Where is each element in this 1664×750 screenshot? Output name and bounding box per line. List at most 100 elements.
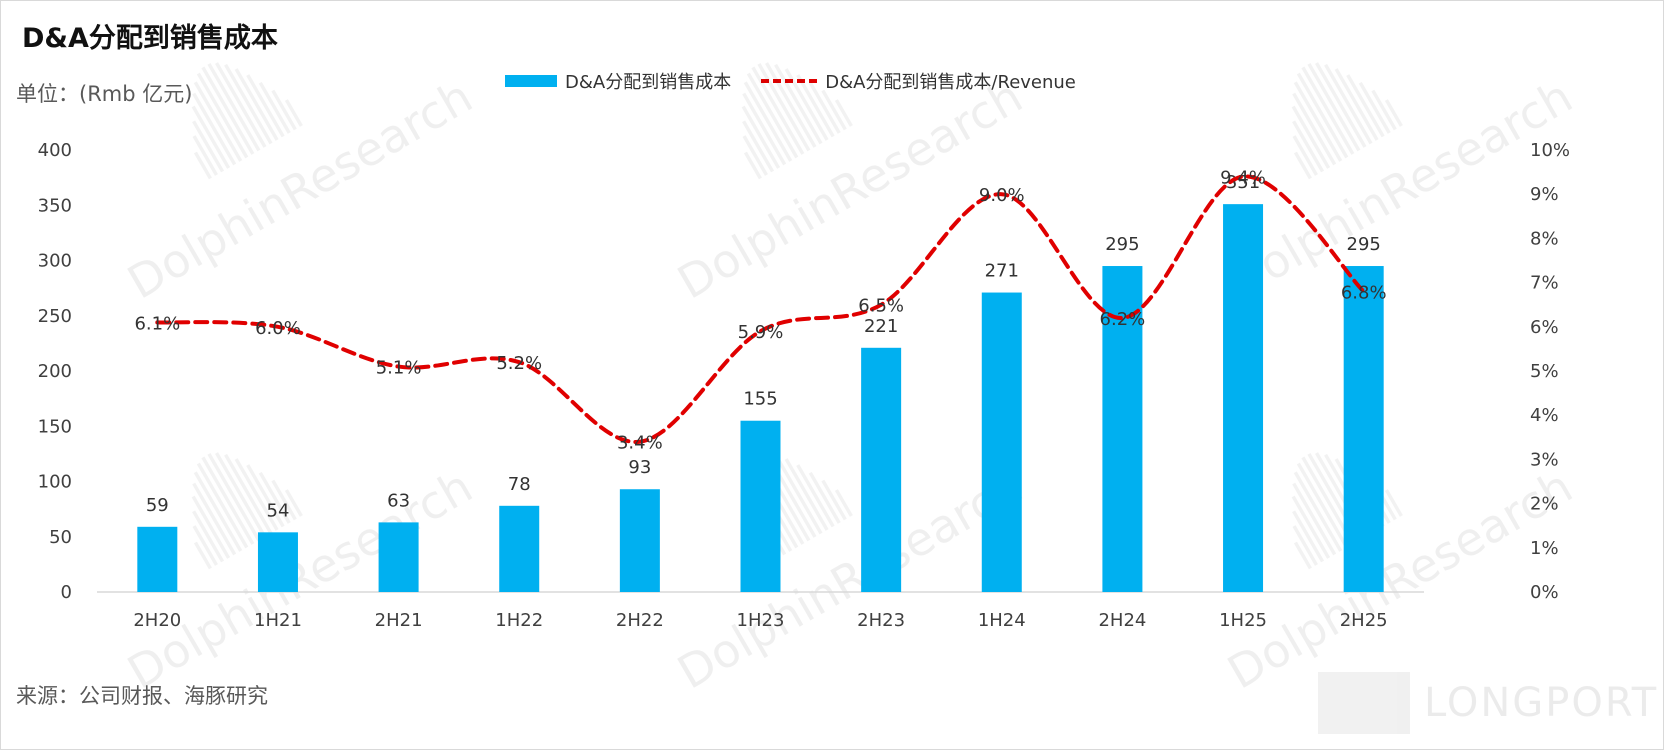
watermark-bar xyxy=(258,81,291,134)
category-label: 2H22 xyxy=(616,610,664,631)
bar xyxy=(1343,266,1384,592)
right-tick-label: 4% xyxy=(1530,405,1559,426)
bar xyxy=(981,292,1022,592)
category-label: 2H24 xyxy=(1098,610,1146,631)
left-tick-label: 50 xyxy=(49,527,72,548)
legend-bar-label: D&A分配到销售成本 xyxy=(565,72,732,93)
left-tick-label: 250 xyxy=(38,306,72,327)
watermark-bar xyxy=(271,479,297,521)
bar xyxy=(861,347,902,592)
bar xyxy=(619,489,660,592)
bar xyxy=(499,505,540,592)
watermark-bar xyxy=(1292,92,1337,166)
watermark-bar xyxy=(742,92,787,166)
left-tick-label: 150 xyxy=(38,416,72,437)
watermark-bar xyxy=(1358,81,1391,134)
watermark-bar xyxy=(774,453,823,535)
longport-text: LONGPORT xyxy=(1424,680,1659,726)
watermark-bar xyxy=(258,471,291,524)
category-label: 2H21 xyxy=(375,610,423,631)
bar-value-label: 295 xyxy=(1105,234,1139,255)
category-label: 1H23 xyxy=(737,610,785,631)
unit-label: 单位：(Rmb 亿元) xyxy=(16,82,193,106)
watermark-bar xyxy=(808,81,841,134)
bar xyxy=(1102,266,1143,592)
watermark-bar xyxy=(1293,541,1312,570)
watermark-bar xyxy=(207,453,261,542)
line-value-label: 9.0% xyxy=(979,185,1025,206)
bar-value-label: 63 xyxy=(387,490,410,511)
category-label: 1H25 xyxy=(1219,610,1267,631)
watermark-bar xyxy=(743,81,793,162)
watermark-bar xyxy=(1293,81,1343,162)
bar xyxy=(137,526,178,592)
legend-item-bar: D&A分配到销售成本 xyxy=(505,68,731,94)
category-label: 2H20 xyxy=(133,610,181,631)
watermark-bar xyxy=(192,92,237,166)
watermark-bar xyxy=(1296,72,1349,159)
watermark-bar xyxy=(193,151,212,180)
right-axis: 0% 1% 2% 3% 4% 5% 6% 7% 8% 9% 10% xyxy=(1530,140,1570,603)
line-value-label: 6.5% xyxy=(858,296,904,317)
watermark-text: DolphinResearch xyxy=(669,459,1032,700)
watermark-bar xyxy=(1301,456,1355,545)
watermark-bar xyxy=(214,452,267,538)
watermark-bar xyxy=(742,120,775,173)
watermark-bar xyxy=(284,489,303,517)
watermark-bar xyxy=(1292,525,1319,566)
watermark-bar xyxy=(192,482,237,556)
category-label: 2H25 xyxy=(1340,610,1388,631)
watermark-bar xyxy=(834,99,853,127)
bar-value-label: 93 xyxy=(628,457,651,478)
right-tick-label: 8% xyxy=(1530,228,1559,249)
watermark-bar xyxy=(1292,135,1319,176)
watermark-bar xyxy=(1293,471,1343,552)
right-tick-label: 0% xyxy=(1530,582,1559,603)
bar-value-label: 155 xyxy=(743,389,777,410)
line-value-label: 6.1% xyxy=(134,313,180,334)
bar-series xyxy=(137,204,1384,592)
chart-title: D&A分配到销售成本 xyxy=(22,23,278,54)
watermark-bar xyxy=(1307,63,1361,152)
watermark-bar xyxy=(246,74,285,138)
left-axis: 0 50 100 150 200 250 300 350 400 xyxy=(38,140,72,603)
legend-item-line: D&A分配到销售成本/Revenue xyxy=(761,68,1076,94)
category-label: 1H21 xyxy=(254,610,302,631)
bar xyxy=(740,420,781,592)
watermark-bar xyxy=(1324,63,1373,145)
category-label: 1H22 xyxy=(495,610,543,631)
right-tick-label: 1% xyxy=(1530,538,1559,559)
line-value-label: 6.2% xyxy=(1100,309,1146,330)
right-tick-label: 7% xyxy=(1530,273,1559,294)
watermark-bar xyxy=(224,453,273,535)
right-tick-label: 10% xyxy=(1530,140,1570,161)
watermark-bar xyxy=(246,464,285,528)
watermark-bar xyxy=(1293,151,1312,180)
line-value-label: 5.2% xyxy=(496,353,542,374)
bar-value-label: 221 xyxy=(864,316,898,337)
legend-line-swatch xyxy=(761,79,818,83)
watermark-bar xyxy=(784,68,829,141)
watermark-bar xyxy=(196,462,249,549)
watermark-bar xyxy=(193,81,243,162)
watermark-bar xyxy=(1384,489,1403,517)
watermark-bar xyxy=(271,89,297,131)
bar xyxy=(378,522,419,592)
bar-value-label: 78 xyxy=(508,474,531,495)
watermark-bar xyxy=(192,120,225,173)
watermark-bar xyxy=(191,105,231,169)
watermark-bar xyxy=(743,151,762,180)
watermark-bar xyxy=(234,68,279,141)
watermark-bar xyxy=(1346,74,1385,138)
right-tick-label: 2% xyxy=(1530,494,1559,515)
watermark-bar xyxy=(808,471,841,524)
bar xyxy=(257,532,298,592)
watermark-bar xyxy=(234,458,279,531)
watermark-bar xyxy=(191,495,231,559)
watermark: DolphinResearch xyxy=(119,62,482,310)
watermark-bar xyxy=(284,99,303,127)
watermark-text: DolphinResearch xyxy=(119,69,482,310)
source-note: 来源：公司财报、海豚研究 xyxy=(16,684,268,708)
line-value-labels: 6.1% 6.0% 5.1% 5.2% 3.4% 5.9% 6.5% 9.0% 6.2% 9.4%… xyxy=(134,168,1386,454)
